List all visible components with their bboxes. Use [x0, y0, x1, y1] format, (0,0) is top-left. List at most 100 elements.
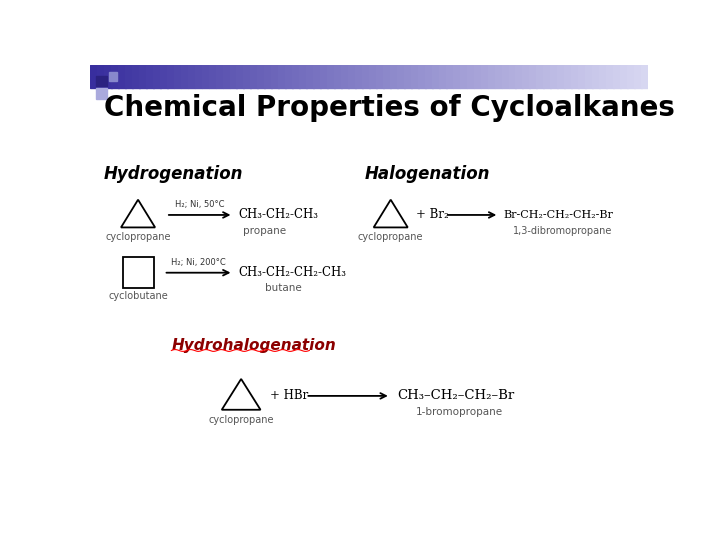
- Bar: [194, 65, 202, 88]
- Bar: [122, 257, 153, 288]
- Bar: [300, 65, 307, 88]
- Text: propane: propane: [243, 226, 286, 236]
- Bar: [188, 65, 195, 88]
- Bar: [557, 65, 565, 88]
- Bar: [222, 65, 230, 88]
- Text: Chemical Properties of Cycloalkanes: Chemical Properties of Cycloalkanes: [104, 94, 675, 122]
- Bar: [104, 65, 112, 88]
- Bar: [279, 65, 286, 88]
- Bar: [641, 65, 649, 88]
- Bar: [634, 65, 642, 88]
- Bar: [96, 88, 107, 99]
- Bar: [516, 65, 523, 88]
- Bar: [459, 65, 467, 88]
- Bar: [487, 65, 495, 88]
- Bar: [320, 65, 328, 88]
- Bar: [529, 65, 537, 88]
- Bar: [230, 65, 238, 88]
- Bar: [571, 65, 579, 88]
- Bar: [251, 65, 258, 88]
- Text: CH₃–CH₂–CH₂–Br: CH₃–CH₂–CH₂–Br: [397, 389, 514, 402]
- Bar: [544, 65, 551, 88]
- Bar: [327, 65, 335, 88]
- Text: cyclopropane: cyclopropane: [105, 232, 171, 242]
- Bar: [390, 65, 397, 88]
- Bar: [508, 65, 516, 88]
- Bar: [536, 65, 544, 88]
- Bar: [606, 65, 614, 88]
- Bar: [258, 65, 265, 88]
- Bar: [523, 65, 530, 88]
- Bar: [348, 65, 356, 88]
- Bar: [474, 65, 482, 88]
- Bar: [585, 65, 593, 88]
- Bar: [125, 65, 132, 88]
- Bar: [160, 65, 168, 88]
- Bar: [181, 65, 189, 88]
- Bar: [111, 65, 119, 88]
- Bar: [376, 65, 384, 88]
- Bar: [355, 65, 363, 88]
- Bar: [96, 76, 107, 86]
- Bar: [145, 65, 153, 88]
- Bar: [397, 65, 405, 88]
- Bar: [341, 65, 349, 88]
- Bar: [109, 72, 117, 81]
- Bar: [550, 65, 558, 88]
- Bar: [564, 65, 572, 88]
- Text: 1,3-dibromopropane: 1,3-dibromopropane: [513, 226, 613, 236]
- Bar: [243, 65, 251, 88]
- Text: 1-bromopropane: 1-bromopropane: [415, 407, 503, 417]
- Text: CH₃-CH₂-CH₂-CH₃: CH₃-CH₂-CH₂-CH₃: [239, 266, 347, 279]
- Text: cyclopropane: cyclopropane: [358, 232, 423, 242]
- Bar: [202, 65, 210, 88]
- Bar: [90, 65, 98, 88]
- Bar: [215, 65, 223, 88]
- Text: H₂; Ni, 200°C: H₂; Ni, 200°C: [171, 258, 226, 267]
- Bar: [209, 65, 216, 88]
- Text: Hydrogenation: Hydrogenation: [104, 165, 243, 183]
- Text: Hydrohalogenation: Hydrohalogenation: [171, 338, 336, 353]
- Text: cyclobutane: cyclobutane: [108, 291, 168, 301]
- Text: + Br₂: + Br₂: [415, 208, 449, 221]
- Bar: [502, 65, 509, 88]
- Bar: [264, 65, 272, 88]
- Bar: [627, 65, 635, 88]
- Text: butane: butane: [266, 284, 302, 293]
- Bar: [467, 65, 474, 88]
- Bar: [404, 65, 412, 88]
- Text: + HBr: + HBr: [270, 389, 308, 402]
- Bar: [418, 65, 426, 88]
- Bar: [306, 65, 314, 88]
- Bar: [411, 65, 418, 88]
- Bar: [292, 65, 300, 88]
- Bar: [174, 65, 181, 88]
- Bar: [313, 65, 321, 88]
- Bar: [446, 65, 454, 88]
- Text: CH₃-CH₂-CH₃: CH₃-CH₂-CH₃: [239, 208, 319, 221]
- Text: Halogenation: Halogenation: [365, 165, 490, 183]
- Bar: [620, 65, 628, 88]
- Bar: [578, 65, 586, 88]
- Text: Br-CH₂-CH₂-CH₂-Br: Br-CH₂-CH₂-CH₂-Br: [504, 210, 613, 220]
- Text: cyclopropane: cyclopropane: [208, 415, 274, 425]
- Bar: [167, 65, 174, 88]
- Bar: [481, 65, 488, 88]
- Bar: [285, 65, 293, 88]
- Bar: [613, 65, 621, 88]
- Bar: [334, 65, 342, 88]
- Bar: [132, 65, 140, 88]
- Bar: [118, 65, 126, 88]
- Bar: [97, 65, 104, 88]
- Bar: [593, 65, 600, 88]
- Bar: [438, 65, 446, 88]
- Bar: [383, 65, 391, 88]
- Bar: [425, 65, 433, 88]
- Bar: [271, 65, 279, 88]
- Text: H₂; Ni, 50°C: H₂; Ni, 50°C: [174, 200, 224, 209]
- Bar: [432, 65, 439, 88]
- Bar: [599, 65, 607, 88]
- Bar: [495, 65, 503, 88]
- Bar: [153, 65, 161, 88]
- Bar: [369, 65, 377, 88]
